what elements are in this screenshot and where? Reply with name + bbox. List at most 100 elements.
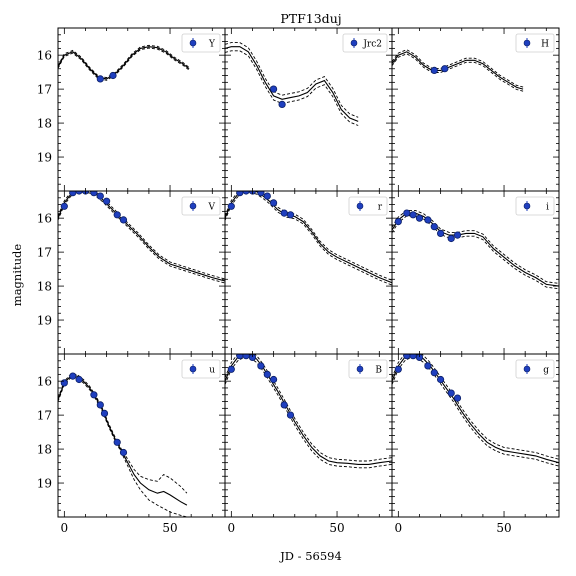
data-point (236, 354, 244, 360)
data-point (269, 199, 278, 207)
legend-label: g (543, 366, 549, 376)
panel-ticks (58, 354, 225, 517)
legend-marker (189, 39, 197, 47)
x-axis-label: JD - 56594 (279, 549, 342, 563)
panel-plot-area (392, 209, 559, 290)
panel-frame (391, 190, 560, 355)
panel-Jrc2: Jrc2 (224, 27, 393, 192)
y-tick-label: 19 (37, 314, 52, 328)
panel-ticks (58, 28, 225, 191)
panel-frame (57, 27, 226, 192)
model-upper-bound (58, 373, 188, 494)
panel-plot-area (58, 372, 188, 517)
data-point (453, 394, 462, 402)
legend-label: V (208, 203, 216, 213)
model-upper-bound (225, 42, 359, 118)
legend-marker (350, 39, 358, 47)
model-lower-bound (58, 47, 190, 81)
data-point (60, 202, 68, 210)
panel-ticks (392, 28, 559, 191)
data-point (436, 375, 445, 384)
data-point (430, 223, 438, 231)
legend-marker (523, 202, 531, 210)
data-point (447, 389, 455, 397)
data-point (286, 211, 295, 219)
legend-Y: Y (181, 33, 221, 53)
data-point (242, 354, 250, 360)
data-point (430, 66, 438, 75)
legend-box (348, 196, 388, 216)
legend-box (181, 359, 221, 379)
legend-box (515, 196, 555, 216)
data-point (236, 191, 244, 197)
data-point (257, 362, 265, 370)
legend-label: r (378, 203, 383, 213)
model-lower-bound (58, 377, 188, 517)
model-upper-bound (392, 209, 559, 284)
y-tick-label: 17 (37, 83, 52, 97)
legend-label: Y (208, 40, 216, 50)
legend-marker (189, 365, 197, 373)
x-tick-label: 0 (61, 521, 69, 535)
legend-u: u (181, 359, 221, 379)
panel-ticks (225, 354, 392, 517)
panel-frame (224, 27, 393, 192)
model-upper-bound (392, 354, 559, 460)
panel-ticks (58, 191, 225, 354)
x-tick-label: 0 (228, 521, 236, 535)
figure-title: PTF13duj (280, 11, 341, 26)
y-tick-label: 19 (37, 477, 52, 491)
legend-V: V (181, 196, 221, 216)
y-tick-label: 17 (37, 409, 52, 423)
x-tick-label: 50 (496, 521, 511, 535)
data-point (75, 375, 83, 384)
model-upper-bound (392, 49, 524, 88)
model-upper-bound (58, 44, 190, 79)
data-point (447, 234, 455, 243)
data-point (453, 231, 462, 239)
y-tick-label: 18 (37, 443, 52, 457)
legend-label: i (546, 203, 549, 213)
legend-marker (356, 202, 364, 210)
data-point (403, 209, 411, 217)
data-point (90, 391, 98, 399)
data-point (394, 365, 402, 373)
data-point (269, 375, 278, 384)
y-tick-label: 16 (37, 375, 52, 389)
panel-ticks (225, 28, 392, 191)
legend-marker (523, 365, 531, 373)
panel-plot-area (392, 49, 524, 92)
model-lower-bound (392, 215, 559, 290)
legend-box (515, 33, 555, 53)
panel-frame (57, 353, 226, 518)
model-curve (392, 51, 524, 90)
y-tick-label: 18 (37, 117, 52, 131)
data-point (263, 370, 271, 378)
panel-frame (224, 190, 393, 355)
model-curve (225, 46, 359, 122)
legend-H: H (515, 33, 555, 53)
panel-ticks (225, 191, 392, 354)
panel-u: 16 17 18 19 0 50 u (37, 353, 226, 535)
y-tick-label: 19 (37, 151, 52, 165)
model-lower-bound (225, 50, 359, 126)
panel-frame (391, 353, 560, 518)
legend-r: r (348, 196, 388, 216)
data-point (119, 216, 128, 224)
data-point (394, 218, 402, 226)
y-axis-label: magnitude (10, 244, 24, 307)
data-point (263, 192, 271, 200)
legend-marker (189, 202, 197, 210)
data-point (280, 209, 288, 217)
legend-B: B (348, 359, 388, 379)
legend-Jrc2: Jrc2 (342, 33, 388, 53)
panel-g: 0 50 g (391, 353, 560, 535)
data-point (113, 211, 121, 219)
y-tick-label: 17 (37, 246, 52, 260)
y-tick-label: 16 (37, 212, 52, 226)
panel-H: H (391, 27, 560, 192)
data-point (96, 192, 104, 200)
data-point (69, 372, 77, 380)
data-point (90, 191, 98, 197)
data-point (96, 401, 104, 409)
